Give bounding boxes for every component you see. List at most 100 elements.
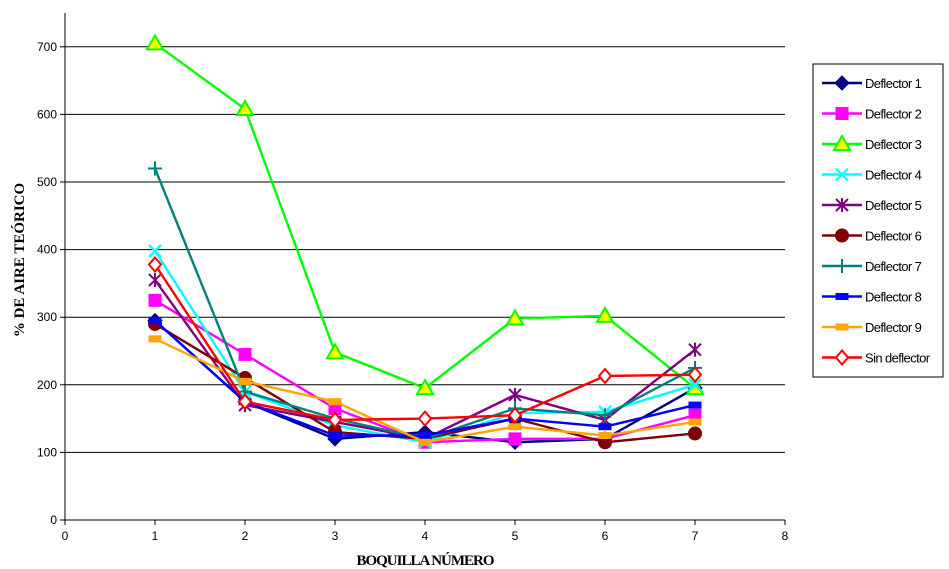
data-point <box>418 432 432 439</box>
data-point <box>688 418 702 426</box>
data-point <box>688 401 702 409</box>
data-point <box>328 398 342 406</box>
legend-item: Deflector 5 <box>822 198 922 213</box>
data-point <box>145 33 165 51</box>
x-tick-label: 6 <box>602 529 609 543</box>
y-tick-label: 500 <box>37 175 57 189</box>
legend-item: Deflector 9 <box>822 320 922 335</box>
data-point <box>327 411 343 429</box>
data-point <box>508 387 522 402</box>
data-point <box>687 366 703 384</box>
legend-item: Deflector 7 <box>822 259 922 274</box>
x-tick-label: 8 <box>782 529 789 543</box>
data-point <box>325 342 345 360</box>
data-point <box>507 406 523 424</box>
data-point <box>148 273 162 288</box>
legend: Deflector 1 Deflector 2 Deflector 3 Deflect… <box>812 63 944 378</box>
x-tick-label: 3 <box>332 529 339 543</box>
legend-label: Deflector 7 <box>865 259 922 274</box>
legend-label: Deflector 6 <box>865 229 922 244</box>
data-point <box>328 432 342 439</box>
x-axis-title: BOQUILLA NÚMERO <box>356 552 493 569</box>
legend-swatch-marker <box>834 348 850 367</box>
y-tick-label: 700 <box>37 40 57 54</box>
x-tick-label: 7 <box>692 529 699 543</box>
axes <box>60 13 786 525</box>
series-deflector-9 <box>148 335 702 446</box>
legend-swatch-marker <box>835 198 849 212</box>
legend-label: Sin deflector <box>865 351 931 366</box>
legend-item: Deflector 6 <box>822 228 922 244</box>
data-series <box>145 33 705 450</box>
y-axis-title: % DE AIRE TEÓRICO <box>11 183 28 337</box>
y-tick-label: 0 <box>50 513 57 527</box>
legend-swatch-marker <box>835 228 849 243</box>
data-point <box>688 378 702 392</box>
data-point <box>148 335 162 343</box>
data-point <box>148 293 162 307</box>
legend-swatch-marker <box>832 133 852 151</box>
legend-item: Deflector 2 <box>822 107 922 122</box>
series-deflector-7 <box>148 161 702 446</box>
y-tick-label: 600 <box>37 107 57 121</box>
data-point <box>598 432 612 439</box>
data-point <box>238 347 252 361</box>
data-point <box>148 244 162 258</box>
data-point <box>418 438 432 446</box>
legend-label: Deflector 2 <box>865 107 922 122</box>
series-sin-deflector <box>147 255 703 429</box>
data-point <box>598 423 612 431</box>
data-point <box>595 305 615 323</box>
x-tick-label: 2 <box>242 529 249 543</box>
legend-label: Deflector 5 <box>865 198 922 213</box>
legend-label: Deflector 8 <box>865 290 922 305</box>
legend-swatch-marker <box>835 107 849 120</box>
x-tick-label: 4 <box>422 529 429 543</box>
data-point <box>508 432 522 446</box>
legend-swatch-marker <box>834 75 850 91</box>
legend-item: Deflector 3 <box>822 133 922 152</box>
legend-item: Deflector 8 <box>822 290 922 305</box>
tick-labels: 0 100 200 300 400 500 600 700 0 1 2 3 4 5 6 7 8 <box>37 40 789 543</box>
data-point <box>147 255 163 274</box>
marker-stroke <box>688 378 702 392</box>
marker-stroke <box>835 167 849 182</box>
legend-item: Sin deflector <box>822 348 931 367</box>
data-point <box>508 423 522 431</box>
y-tick-label: 200 <box>37 378 57 392</box>
legend-swatch-marker <box>835 323 849 331</box>
data-point <box>238 377 252 385</box>
data-point <box>417 410 433 428</box>
legend-swatch-marker <box>835 259 849 273</box>
legend-label: Deflector 9 <box>865 320 922 335</box>
y-tick-label: 100 <box>37 445 57 459</box>
data-point <box>415 378 435 396</box>
data-point <box>148 317 162 325</box>
x-tick-label: 5 <box>512 529 519 543</box>
legend-label: Deflector 1 <box>865 76 922 91</box>
series-line <box>153 263 696 422</box>
data-point <box>688 426 702 441</box>
legend-label: Deflector 4 <box>865 168 922 183</box>
series-line <box>154 42 696 390</box>
data-point <box>505 308 525 326</box>
legend-item: Deflector 4 <box>822 168 922 183</box>
x-tick-label: 0 <box>62 529 69 543</box>
data-point <box>235 98 255 116</box>
data-point <box>237 393 253 411</box>
marker-stroke <box>148 244 162 258</box>
y-tick-label: 400 <box>37 243 57 257</box>
data-point <box>148 161 162 176</box>
y-tick-label: 300 <box>37 310 57 324</box>
legend-swatch-marker <box>835 167 849 182</box>
data-point <box>597 367 613 385</box>
series-line <box>153 168 696 441</box>
data-point <box>688 342 702 357</box>
legend-swatch-marker <box>835 293 849 300</box>
series-deflector-3 <box>145 33 705 396</box>
legend-item: Deflector 1 <box>822 75 922 91</box>
x-tick-label: 1 <box>152 529 159 543</box>
data-point <box>598 408 612 423</box>
legend-label: Deflector 3 <box>865 137 922 152</box>
